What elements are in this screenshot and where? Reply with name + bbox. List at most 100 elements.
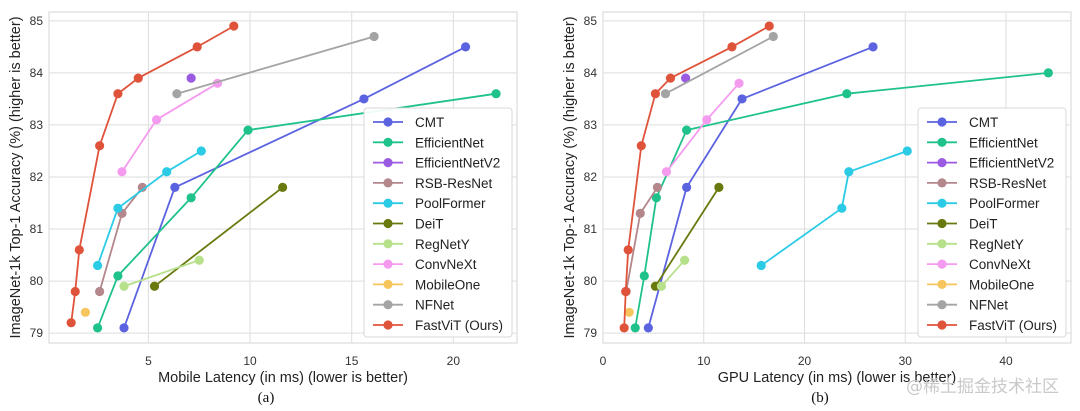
legend-label: DeiT xyxy=(415,217,444,232)
legend-item-efficientnet: EfficientNet xyxy=(927,135,1038,150)
point-fastvit-ours xyxy=(133,73,143,83)
legend-item-regnety: RegNetY xyxy=(373,237,470,252)
point-fastvit-ours xyxy=(70,286,80,297)
y-tick-label: 83 xyxy=(584,118,598,132)
series-cmt xyxy=(119,42,471,333)
legend-label: NFNet xyxy=(969,298,1008,313)
legend-item-mobileone: MobileOne xyxy=(373,277,480,292)
y-tick-label: 80 xyxy=(30,274,44,288)
point-regnety xyxy=(119,281,129,291)
series-fastvit-ours xyxy=(66,21,239,328)
point-cmt xyxy=(359,94,369,104)
watermark: @稀土掘金技术社区 xyxy=(906,377,1059,397)
legend-marker xyxy=(383,158,393,168)
line-fastvit-ours xyxy=(70,25,235,323)
legend-marker xyxy=(383,279,393,289)
legend-marker xyxy=(937,158,947,168)
legend-item-cmt: CMT xyxy=(373,115,444,130)
legend-label: NFNet xyxy=(415,298,454,313)
legend: CMT EfficientNet EfficientNetV2 RSB-ResNet P… xyxy=(363,107,513,338)
point-rsb-resnet xyxy=(95,286,105,297)
point-fastvit-ours xyxy=(621,286,631,297)
point-efficientnet xyxy=(1043,68,1053,78)
legend-item-cmt: CMT xyxy=(927,115,998,130)
legend-label: EfficientNet xyxy=(415,135,484,150)
legend-marker xyxy=(383,300,393,310)
legend-marker xyxy=(937,117,947,127)
point-fastvit-ours xyxy=(650,89,660,99)
point-fastvit-ours xyxy=(764,21,774,31)
legend-label: EfficientNetV2 xyxy=(415,156,500,171)
line-deit xyxy=(153,186,284,288)
legend-label: CMT xyxy=(415,115,444,130)
x-tick-label: 40 xyxy=(999,354,1013,368)
point-fastvit-ours xyxy=(623,245,633,255)
point-cmt xyxy=(737,94,747,104)
point-efficientnet xyxy=(243,125,253,135)
legend-marker xyxy=(383,198,393,208)
legend-item-deit: DeiT xyxy=(373,217,444,232)
series-nfnet xyxy=(172,31,379,99)
point-regnety xyxy=(194,255,204,265)
legend-item-poolformer: PoolFormer xyxy=(927,196,1040,211)
legend-marker xyxy=(937,178,947,188)
legend-marker xyxy=(937,218,947,229)
legend-item-rsb-resnet: RSB-ResNet xyxy=(373,176,493,191)
point-efficientnet xyxy=(113,271,123,281)
point-efficientnetv2 xyxy=(186,73,196,83)
line-cmt xyxy=(647,46,874,329)
legend-marker xyxy=(937,320,947,330)
legend-label: PoolFormer xyxy=(415,196,486,211)
point-convnext xyxy=(661,167,672,177)
series-efficientnet xyxy=(92,89,501,333)
point-poolformer xyxy=(837,203,847,213)
series-poolformer xyxy=(92,146,206,271)
series-deit xyxy=(149,182,288,291)
y-tick-label: 84 xyxy=(584,66,598,80)
line-regnety xyxy=(660,259,686,287)
point-cmt xyxy=(119,323,129,333)
y-tick-label: 82 xyxy=(584,170,598,184)
point-rsb-resnet xyxy=(652,182,663,192)
y-tick-label: 81 xyxy=(584,222,598,236)
point-fastvit-ours xyxy=(727,42,737,52)
line-cmt xyxy=(123,46,467,329)
x-tick-label: 0 xyxy=(600,354,607,368)
legend-item-regnety: RegNetY xyxy=(927,237,1024,252)
x-tick-label: 20 xyxy=(798,354,812,368)
legend-label: FastViT (Ours) xyxy=(969,318,1057,333)
legend-label: MobileOne xyxy=(415,277,480,292)
point-cmt xyxy=(643,323,653,333)
x-tick-label: 10 xyxy=(243,354,257,368)
point-efficientnet xyxy=(92,323,103,333)
legend-item-convnext: ConvNeXt xyxy=(927,257,1031,272)
point-poolformer xyxy=(92,260,103,271)
series-convnext xyxy=(661,78,744,177)
line-nfnet xyxy=(176,35,375,95)
x-axis-label: GPU Latency (in ms) (lower is better) xyxy=(718,370,957,386)
point-nfnet xyxy=(660,89,671,99)
legend-item-rsb-resnet: RSB-ResNet xyxy=(927,176,1047,191)
series-fastvit-ours xyxy=(619,21,774,333)
chart-mobile-latency: 5 10 15 20 79 80 81 82 83 84 85 Mobile Latency (in … xyxy=(8,11,518,406)
legend-label: MobileOne xyxy=(969,277,1034,292)
point-rsb-resnet xyxy=(137,182,147,192)
point-convnext xyxy=(117,167,127,177)
legend-marker xyxy=(383,137,393,147)
x-tick-label: 30 xyxy=(899,354,913,368)
legend-item-poolformer: PoolFormer xyxy=(373,196,486,211)
point-efficientnet xyxy=(682,125,692,135)
point-cmt xyxy=(682,182,692,192)
point-fastvit-ours xyxy=(113,89,123,99)
point-poolformer xyxy=(196,146,206,156)
point-deit xyxy=(277,182,288,192)
point-fastvit-ours xyxy=(192,42,202,52)
legend-marker xyxy=(937,137,947,147)
legend-item-nfnet: NFNet xyxy=(373,298,454,313)
x-tick-label: 15 xyxy=(345,354,359,368)
line-poolformer xyxy=(96,150,202,266)
point-fastvit-ours xyxy=(74,245,84,255)
y-tick-label: 80 xyxy=(584,274,598,288)
legend-label: RSB-ResNet xyxy=(415,176,493,191)
point-poolformer xyxy=(113,203,123,213)
